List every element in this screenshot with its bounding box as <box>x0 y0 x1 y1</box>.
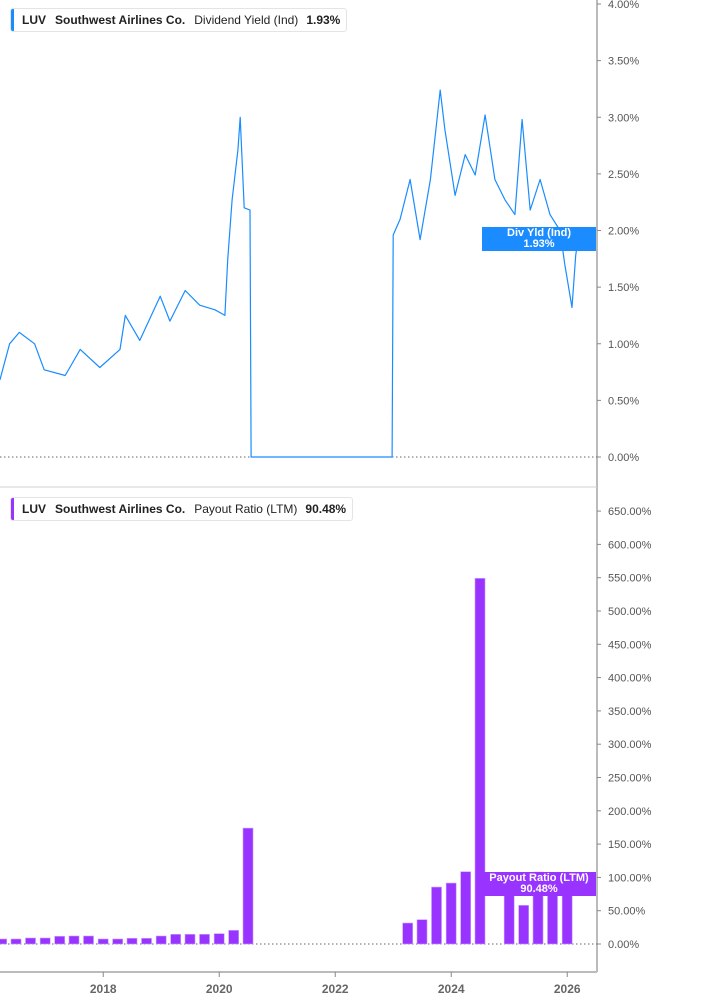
y-tick-label: 50.00% <box>608 906 646 918</box>
payout-bar <box>112 938 123 945</box>
y-tick-label: 450.00% <box>608 639 652 651</box>
bottom-legend-company: Southwest Airlines Co. <box>55 502 186 516</box>
top-legend: LUV Southwest Airlines Co. Dividend Yiel… <box>10 8 348 32</box>
yield-tag-value: 1.93% <box>523 238 555 250</box>
y-tick-label: 3.00% <box>608 112 639 124</box>
payout-bar <box>460 871 471 945</box>
y-tick-label: 550.00% <box>608 573 652 585</box>
payout-bar <box>402 922 413 945</box>
payout-bar <box>184 934 196 945</box>
x-tick-label: 2022 <box>322 982 349 996</box>
payout-bar <box>25 937 36 945</box>
y-tick-label: 0.00% <box>608 939 639 951</box>
payout-bar <box>431 886 442 945</box>
yield-tag-label: Div Yld (Ind) <box>507 227 571 239</box>
payout-bar <box>199 934 210 945</box>
y-tick-label: 300.00% <box>608 739 652 751</box>
top-legend-metric: Dividend Yield (Ind) <box>194 13 299 27</box>
payout-bar <box>518 905 529 945</box>
y-tick-label: 1.00% <box>608 339 639 351</box>
top-legend-value: 1.93% <box>306 13 341 27</box>
payout-bar <box>416 919 428 945</box>
payout-current-tag: Payout Ratio (LTM) 90.48% <box>482 872 596 896</box>
payout-bar <box>242 827 254 945</box>
yield-color-marker <box>11 9 14 31</box>
payout-bar <box>141 938 152 945</box>
y-tick-label: 350.00% <box>608 706 652 718</box>
dividend-yield-line <box>0 89 579 458</box>
bottom-legend-ticker: LUV <box>22 502 46 516</box>
payout-bar <box>213 933 225 945</box>
bottom-legend: LUV Southwest Airlines Co. Payout Ratio … <box>10 497 354 521</box>
y-tick-label: 2.50% <box>608 169 639 181</box>
payout-bar <box>54 936 65 945</box>
y-tick-label: 200.00% <box>608 806 652 818</box>
y-tick-label: 600.00% <box>608 539 652 551</box>
bottom-legend-metric: Payout Ratio (LTM) <box>194 502 298 516</box>
bottom-legend-value: 90.48% <box>305 502 347 516</box>
top-legend-company: Southwest Airlines Co. <box>55 13 186 27</box>
y-tick-label: 0.50% <box>608 395 639 407</box>
payout-bar <box>228 930 239 945</box>
y-tick-label: 1.50% <box>608 282 639 294</box>
x-tick-label: 2026 <box>554 982 581 996</box>
payout-bar <box>155 935 167 945</box>
y-tick-label: 500.00% <box>608 606 652 618</box>
payout-bar <box>0 938 7 945</box>
payout-bar <box>39 937 51 945</box>
top-legend-ticker: LUV <box>22 13 46 27</box>
payout-color-marker <box>11 498 14 520</box>
x-tick-label: 2018 <box>90 982 117 996</box>
payout-bar <box>170 934 181 945</box>
payout-bar <box>83 935 94 945</box>
y-tick-label: 150.00% <box>608 839 652 851</box>
y-tick-label: 2.00% <box>608 226 639 238</box>
y-tick-label: 3.50% <box>608 56 639 68</box>
y-tick-label: 0.00% <box>608 452 639 464</box>
y-tick-label: 4.00% <box>608 0 639 11</box>
y-tick-label: 400.00% <box>608 673 652 685</box>
payout-bar <box>445 882 457 945</box>
payout-tag-value: 90.48% <box>520 883 558 895</box>
payout-bar <box>10 938 22 945</box>
yield-current-tag: Div Yld (Ind) 1.93% <box>482 227 596 251</box>
payout-tag-label: Payout Ratio (LTM) <box>489 872 589 884</box>
y-tick-label: 650.00% <box>608 506 652 518</box>
payout-bar <box>474 578 486 945</box>
y-tick-label: 100.00% <box>608 872 652 884</box>
payout-bar <box>97 938 109 945</box>
x-tick-label: 2020 <box>206 982 233 996</box>
y-tick-label: 250.00% <box>608 773 652 785</box>
payout-bar <box>68 935 80 945</box>
x-tick-label: 2024 <box>438 982 465 996</box>
payout-bar <box>126 938 138 945</box>
